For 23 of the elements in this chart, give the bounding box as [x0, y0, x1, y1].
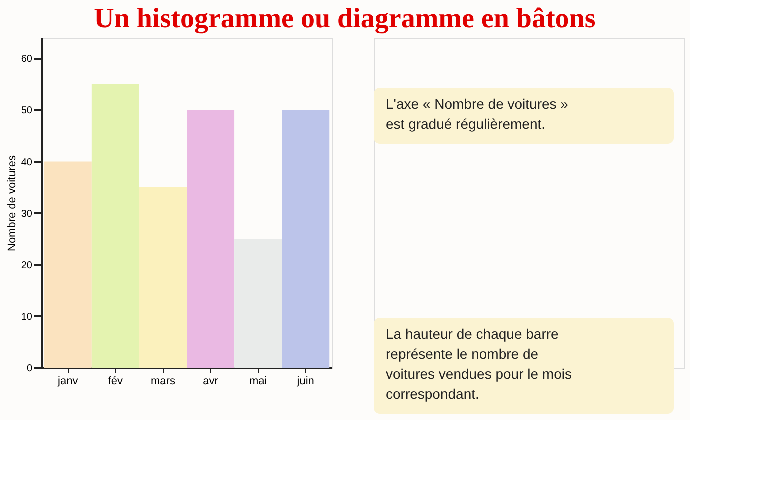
y-tick-label: 20: [21, 260, 33, 272]
y-tick-label: 30: [21, 208, 33, 220]
y-tick-label: 60: [21, 54, 33, 66]
bar: [92, 84, 140, 368]
x-tick-label: juin: [296, 376, 314, 388]
x-tick-label: fév: [108, 376, 124, 388]
text: La hauteur de chaque barre représente le nombre de voitures vendues pour le mois correspondant.: [386, 326, 572, 402]
x-tick-label: avr: [203, 376, 219, 388]
chart-title: Un histogramme ou diagramme en bâtons: [94, 4, 596, 34]
y-tick-label: 10: [21, 312, 33, 323]
y-tick-label: 40: [21, 157, 33, 168]
bar: [187, 110, 235, 368]
bar: [139, 188, 187, 368]
x-tick-label: janv: [57, 376, 79, 388]
text: L'axe « Nombre de voitures » est gradué régulièrement.: [386, 96, 569, 132]
x-tick-label: mai: [249, 376, 268, 388]
y-tick-label: 50: [21, 106, 33, 117]
bar: [44, 162, 92, 368]
y-tick-label: 0: [26, 364, 33, 374]
x-tick-label: mars: [151, 376, 176, 388]
y-axis-title: Nombre de voitures: [6, 155, 18, 252]
bar: [234, 239, 282, 368]
bar: [282, 110, 330, 368]
